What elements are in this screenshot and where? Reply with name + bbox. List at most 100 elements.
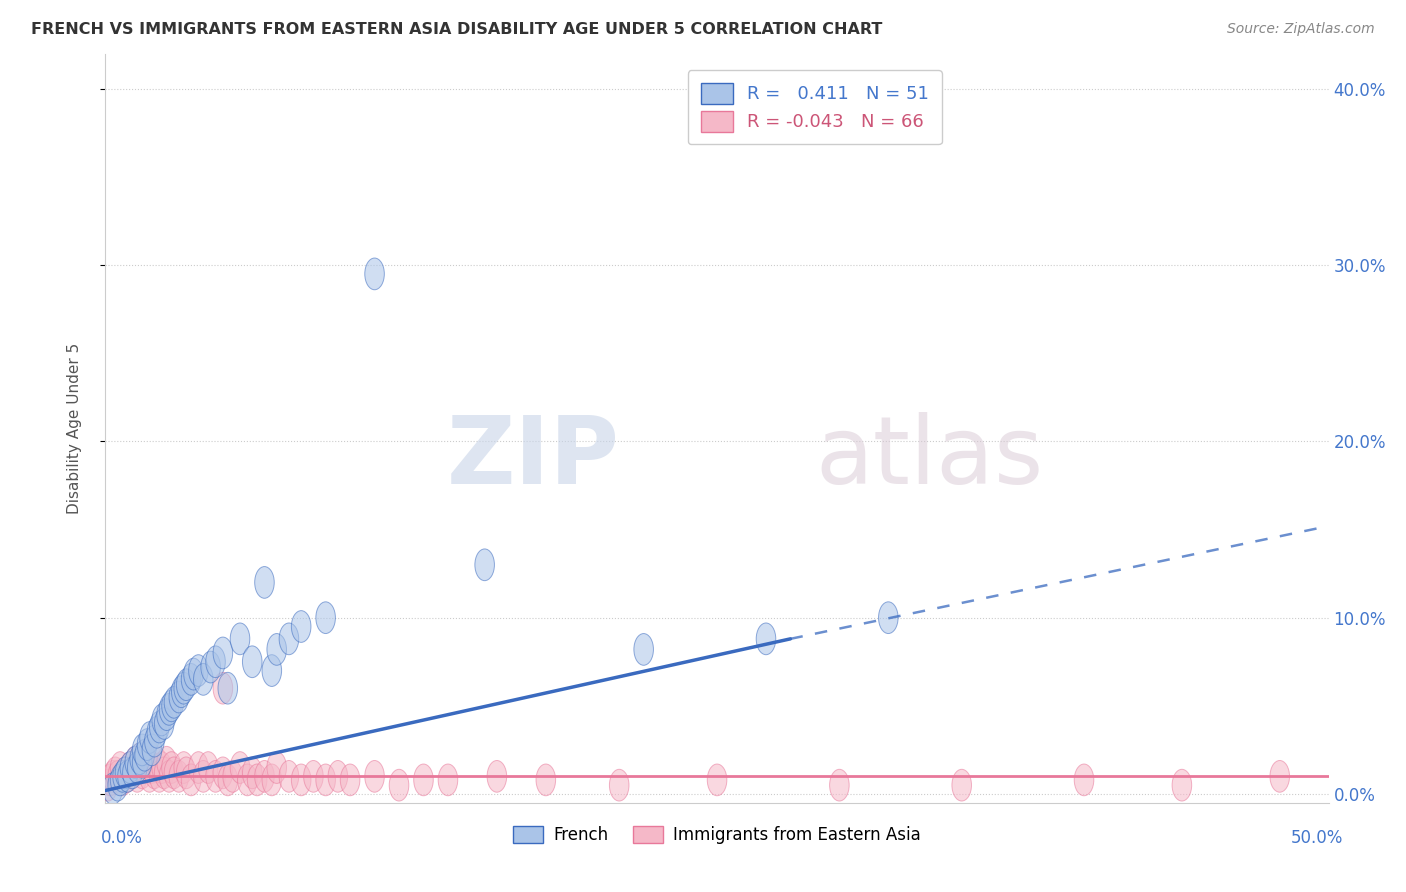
- Ellipse shape: [132, 757, 152, 789]
- Ellipse shape: [129, 743, 149, 774]
- Ellipse shape: [139, 761, 159, 792]
- Ellipse shape: [413, 764, 433, 796]
- Ellipse shape: [262, 764, 281, 796]
- Ellipse shape: [135, 752, 155, 783]
- Ellipse shape: [148, 747, 167, 778]
- Ellipse shape: [184, 658, 204, 690]
- Ellipse shape: [142, 752, 162, 783]
- Ellipse shape: [262, 655, 281, 687]
- Ellipse shape: [165, 687, 184, 718]
- Ellipse shape: [174, 752, 194, 783]
- Ellipse shape: [238, 764, 257, 796]
- Ellipse shape: [214, 757, 232, 789]
- Ellipse shape: [439, 764, 458, 796]
- Ellipse shape: [103, 772, 122, 805]
- Ellipse shape: [162, 752, 181, 783]
- Ellipse shape: [149, 711, 169, 743]
- Ellipse shape: [115, 757, 135, 789]
- Ellipse shape: [118, 761, 138, 792]
- Ellipse shape: [364, 761, 384, 792]
- Ellipse shape: [218, 764, 238, 796]
- Text: FRENCH VS IMMIGRANTS FROM EASTERN ASIA DISABILITY AGE UNDER 5 CORRELATION CHART: FRENCH VS IMMIGRANTS FROM EASTERN ASIA D…: [31, 22, 883, 37]
- Ellipse shape: [142, 734, 162, 765]
- Ellipse shape: [110, 764, 129, 796]
- Ellipse shape: [152, 752, 172, 783]
- Ellipse shape: [132, 747, 152, 778]
- Ellipse shape: [389, 769, 409, 801]
- Ellipse shape: [98, 769, 118, 801]
- Ellipse shape: [103, 761, 122, 792]
- Ellipse shape: [634, 633, 654, 665]
- Ellipse shape: [218, 673, 238, 704]
- Ellipse shape: [267, 752, 287, 783]
- Ellipse shape: [101, 764, 120, 796]
- Ellipse shape: [145, 757, 165, 789]
- Ellipse shape: [138, 747, 157, 778]
- Ellipse shape: [188, 752, 208, 783]
- Ellipse shape: [205, 646, 225, 678]
- Text: atlas: atlas: [815, 412, 1043, 504]
- Text: ZIP: ZIP: [446, 412, 619, 504]
- Ellipse shape: [162, 690, 181, 722]
- Text: Source: ZipAtlas.com: Source: ZipAtlas.com: [1227, 22, 1375, 37]
- Ellipse shape: [756, 623, 776, 655]
- Text: 50.0%: 50.0%: [1291, 829, 1343, 847]
- Ellipse shape: [157, 747, 176, 778]
- Ellipse shape: [159, 693, 179, 725]
- Ellipse shape: [231, 623, 250, 655]
- Ellipse shape: [181, 764, 201, 796]
- Ellipse shape: [148, 716, 167, 748]
- Ellipse shape: [267, 633, 287, 665]
- Ellipse shape: [155, 757, 174, 789]
- Ellipse shape: [108, 769, 128, 801]
- Ellipse shape: [952, 769, 972, 801]
- Ellipse shape: [169, 761, 188, 792]
- Ellipse shape: [475, 549, 495, 581]
- Ellipse shape: [129, 743, 149, 774]
- Ellipse shape: [194, 761, 214, 792]
- Ellipse shape: [1074, 764, 1094, 796]
- Ellipse shape: [118, 761, 138, 792]
- Ellipse shape: [112, 761, 132, 792]
- Ellipse shape: [536, 764, 555, 796]
- Ellipse shape: [145, 725, 165, 757]
- Ellipse shape: [139, 722, 159, 754]
- Ellipse shape: [122, 757, 142, 789]
- Ellipse shape: [165, 757, 184, 789]
- Ellipse shape: [340, 764, 360, 796]
- Ellipse shape: [242, 646, 262, 678]
- Ellipse shape: [132, 734, 152, 765]
- Ellipse shape: [280, 761, 298, 792]
- Ellipse shape: [194, 664, 214, 695]
- Ellipse shape: [128, 761, 148, 792]
- Ellipse shape: [291, 611, 311, 642]
- Ellipse shape: [125, 747, 145, 778]
- Ellipse shape: [149, 761, 169, 792]
- Ellipse shape: [242, 757, 262, 789]
- Ellipse shape: [214, 637, 232, 669]
- Ellipse shape: [214, 673, 232, 704]
- Ellipse shape: [188, 655, 208, 687]
- Ellipse shape: [830, 769, 849, 801]
- Y-axis label: Disability Age Under 5: Disability Age Under 5: [67, 343, 82, 514]
- Ellipse shape: [108, 761, 128, 792]
- Ellipse shape: [224, 761, 242, 792]
- Ellipse shape: [176, 757, 195, 789]
- Ellipse shape: [254, 761, 274, 792]
- Ellipse shape: [169, 681, 188, 713]
- Ellipse shape: [128, 752, 148, 783]
- Ellipse shape: [120, 752, 139, 783]
- Ellipse shape: [115, 757, 135, 789]
- Ellipse shape: [172, 676, 191, 707]
- Ellipse shape: [174, 673, 194, 704]
- Ellipse shape: [247, 764, 267, 796]
- Ellipse shape: [1173, 769, 1192, 801]
- Ellipse shape: [110, 752, 129, 783]
- Ellipse shape: [328, 761, 347, 792]
- Ellipse shape: [280, 623, 298, 655]
- Ellipse shape: [316, 764, 336, 796]
- Ellipse shape: [879, 602, 898, 633]
- Ellipse shape: [316, 602, 336, 633]
- Ellipse shape: [609, 769, 628, 801]
- Ellipse shape: [364, 258, 384, 290]
